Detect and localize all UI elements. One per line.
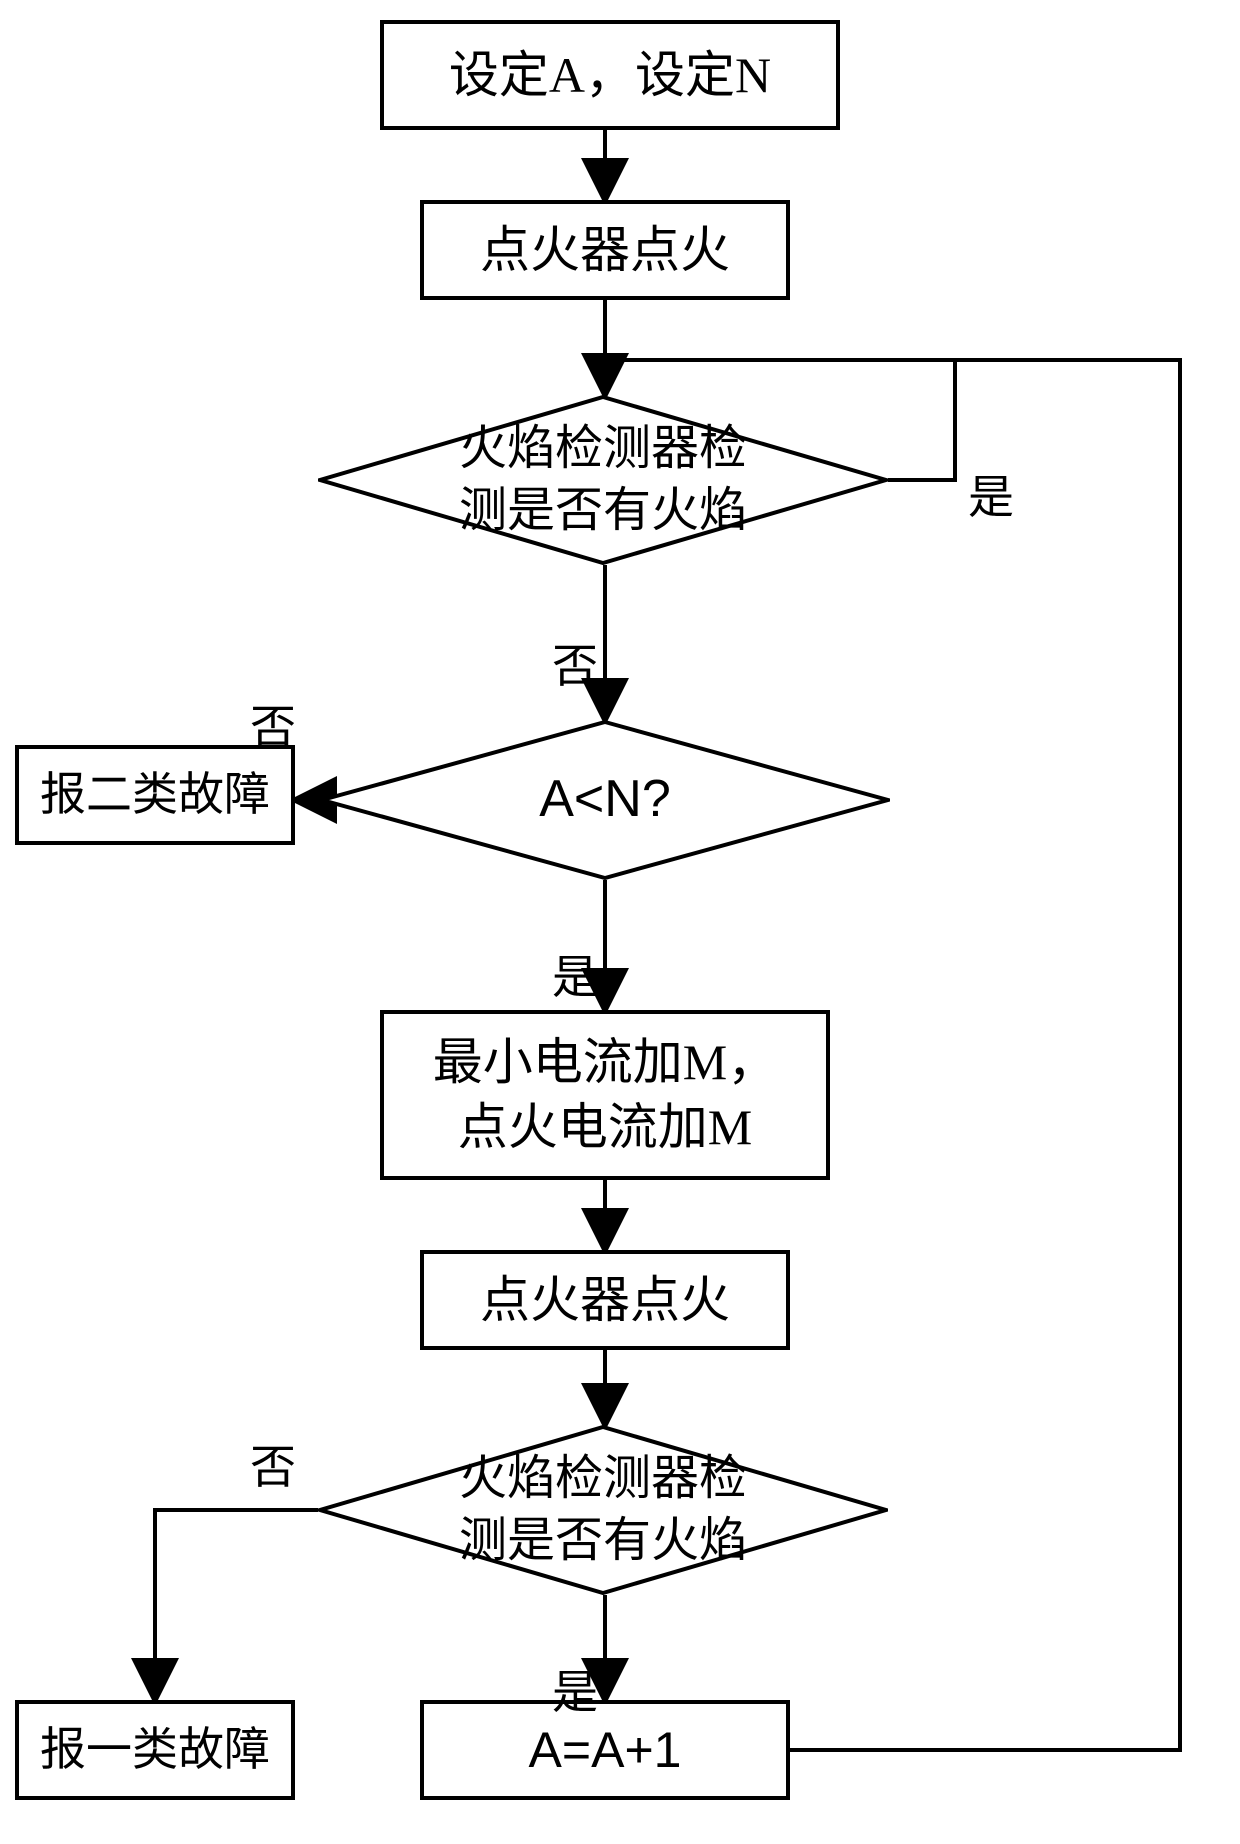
- node-ignite-2: 点火器点火: [420, 1250, 790, 1350]
- node-text: 报一类故障: [40, 1720, 270, 1780]
- node-text: A<N?: [539, 770, 671, 828]
- node-text: 点火器点火: [480, 218, 730, 283]
- node-text-line2: 测是否有火焰: [459, 1510, 747, 1572]
- node-detect-flame-2: 火焰检测器检 测是否有火焰: [318, 1425, 888, 1595]
- node-increase-current: 最小电流加M， 点火电流加M: [380, 1010, 830, 1180]
- node-text-line2: 测是否有火焰: [459, 480, 747, 542]
- label-no-1: 否: [552, 644, 598, 690]
- node-text-line1: 火焰检测器检: [459, 418, 747, 480]
- node-text-line2: 点火电流加M: [433, 1095, 777, 1160]
- node-a-lt-n: A<N?: [320, 720, 890, 880]
- node-text-line1: 最小电流加M，: [433, 1030, 777, 1095]
- label-yes-3: 是: [552, 1670, 598, 1716]
- node-detect-flame-1: 火焰检测器检 测是否有火焰: [318, 395, 888, 565]
- label-yes-1: 是: [968, 475, 1014, 521]
- node-text: 点火器点火: [480, 1268, 730, 1333]
- node-text-line1: 火焰检测器检: [459, 1448, 747, 1510]
- label-yes-2: 是: [552, 955, 598, 1001]
- label-no-3: 否: [250, 1445, 296, 1491]
- node-fault-type-2: 报二类故障: [15, 745, 295, 845]
- node-ignite-1: 点火器点火: [420, 200, 790, 300]
- node-text: A=A+1: [529, 1718, 682, 1783]
- label-no-2: 否: [250, 705, 296, 751]
- node-set-a-n: 设定A，设定N: [380, 20, 840, 130]
- node-increment-a: A=A+1: [420, 1700, 790, 1800]
- node-fault-type-1: 报一类故障: [15, 1700, 295, 1800]
- node-text: 报二类故障: [40, 765, 270, 825]
- node-text: 设定A，设定N: [449, 43, 771, 108]
